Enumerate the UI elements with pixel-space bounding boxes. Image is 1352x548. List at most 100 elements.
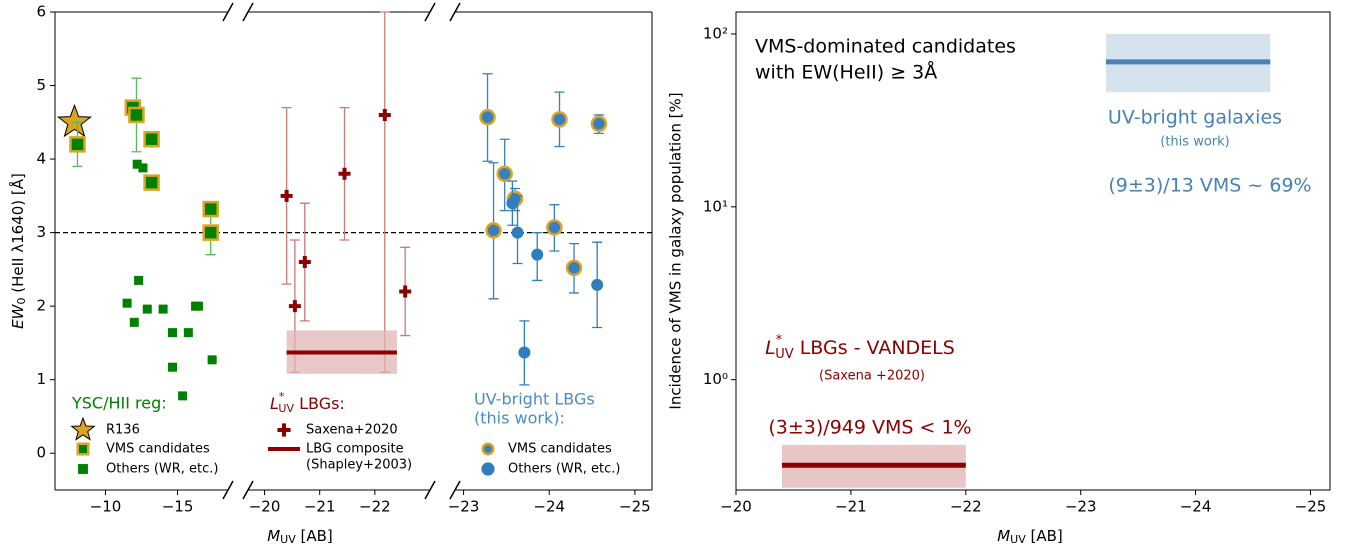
- legend-title-rest: LBGs:: [294, 394, 345, 413]
- plus-marker: [298, 256, 311, 269]
- x-label-sub: UV: [280, 533, 296, 546]
- y-tick-label: 10¹: [703, 197, 728, 215]
- x-label-sub: UV: [1010, 533, 1026, 546]
- square-marker: [143, 174, 160, 191]
- y-tick-label: 10⁰: [703, 370, 728, 388]
- y-tick-label: 2: [36, 297, 46, 315]
- plus-marker: [280, 189, 293, 202]
- square-marker: [202, 224, 219, 241]
- x-axis-label: MUV [AB]: [997, 527, 1063, 547]
- axis-break: [424, 2, 436, 22]
- square-marker: [134, 275, 144, 285]
- plus-marker: [338, 167, 351, 180]
- series-sublabel: (Saxena +2020): [819, 369, 925, 384]
- x-tick-label: −21: [835, 498, 867, 516]
- legend-label: VMS candidates: [508, 442, 612, 457]
- series-label-sub: UV: [775, 347, 794, 362]
- square-marker: [167, 328, 177, 338]
- circle-marker: [481, 462, 495, 476]
- y-tick-label: 0: [36, 444, 46, 462]
- square-marker: [143, 130, 160, 148]
- star-marker: [56, 103, 92, 138]
- circle-marker: [506, 197, 519, 210]
- square-marker: [76, 442, 90, 456]
- y-tick-label: 3: [36, 223, 46, 241]
- legend-label: Saxena+2020: [306, 423, 398, 438]
- square-marker: [128, 106, 145, 124]
- square-marker: [122, 298, 132, 308]
- x-label-rest: [AB]: [296, 527, 333, 545]
- circle-marker: [565, 259, 583, 277]
- annotation: with EW(HeII) ≥ 3Å: [755, 61, 937, 84]
- y-tick-label: 4: [36, 150, 46, 168]
- axis-break: [242, 480, 254, 500]
- x-tick-label: −25: [619, 498, 651, 516]
- axis-break: [242, 2, 254, 22]
- square-marker: [193, 301, 203, 311]
- axis-break: [449, 480, 461, 500]
- error-bar: [379, 11, 390, 373]
- y-label-rest: (HeII λ1640) [Å]: [8, 173, 27, 297]
- x-label-rest: [AB]: [1026, 527, 1063, 545]
- y-label-main: EW: [9, 303, 27, 328]
- x-tick-label: −22: [950, 498, 982, 516]
- square-marker: [158, 304, 168, 314]
- plus-marker: [399, 285, 412, 298]
- x-tick-label: −23: [448, 498, 480, 516]
- x-tick-label: −21: [304, 498, 336, 516]
- y-tick-label: 1: [36, 370, 46, 388]
- series-annotation: (9±3)/13 VMS ~ 69%: [1108, 175, 1311, 197]
- series-label-sup: *: [776, 333, 783, 348]
- axis-break: [222, 2, 234, 22]
- series-annotation: (3±3)/949 VMS < 1%: [768, 417, 971, 439]
- legend-label: Others (WR, etc.): [106, 462, 219, 477]
- x-axis-label: MUV [AB]: [267, 527, 333, 547]
- series-sublabel: (this work): [1160, 135, 1229, 150]
- circle-marker: [531, 248, 544, 261]
- x-tick-label: −24: [1180, 498, 1212, 516]
- x-label-main: M: [267, 527, 280, 545]
- legend-title-main: L: [270, 394, 279, 413]
- y-axis-label: EW0 (HeII λ1640) [Å]: [8, 173, 29, 329]
- circle-marker: [479, 108, 496, 126]
- circle-marker: [485, 222, 502, 239]
- x-tick-label: −24: [533, 498, 565, 516]
- legend-title-sub: UV: [278, 402, 294, 415]
- annotation: VMS-dominated candidates: [755, 36, 1016, 58]
- x-tick-label: −20: [249, 498, 281, 516]
- square-marker: [207, 355, 217, 365]
- legend-label: Others (WR, etc.): [508, 462, 621, 477]
- series-label-main: L: [765, 337, 776, 359]
- plus-marker: [277, 423, 291, 437]
- x-tick-label: −20: [720, 498, 752, 516]
- y-axis-label: Incidence of VMS in galaxy population [%…: [667, 92, 685, 409]
- legend-title: YSC/HII reg:: [71, 394, 167, 413]
- legend-title-sup: *: [279, 390, 285, 403]
- plus-marker: [288, 300, 301, 313]
- legend-subtitle: (this work):: [474, 409, 565, 428]
- circle-marker: [546, 219, 563, 236]
- x-tick-label: −25: [1295, 498, 1327, 516]
- square-marker: [167, 362, 177, 372]
- legend-label: R136: [106, 423, 140, 438]
- plus-marker: [378, 108, 391, 121]
- circle-marker: [496, 165, 513, 183]
- square-marker: [132, 159, 142, 169]
- legend-title: UV-bright LBGs: [474, 390, 595, 409]
- circle-marker: [518, 346, 531, 359]
- series-label-rest: LBGs - VANDELS: [794, 337, 955, 359]
- circle-marker: [591, 278, 604, 291]
- legend-note: (Shapley+2003): [306, 458, 412, 473]
- square-marker: [202, 200, 219, 218]
- legend-title: L* UV LBGs:: [270, 390, 345, 415]
- axis-break: [424, 480, 436, 500]
- axis-break: [449, 2, 461, 22]
- y-tick-label: 5: [36, 76, 46, 94]
- square-marker: [142, 304, 152, 314]
- x-tick-label: −23: [1065, 498, 1097, 516]
- x-tick-label: −15: [162, 498, 194, 516]
- x-tick-label: −22: [359, 498, 391, 516]
- square-marker: [138, 163, 148, 173]
- x-tick-label: −10: [90, 498, 122, 516]
